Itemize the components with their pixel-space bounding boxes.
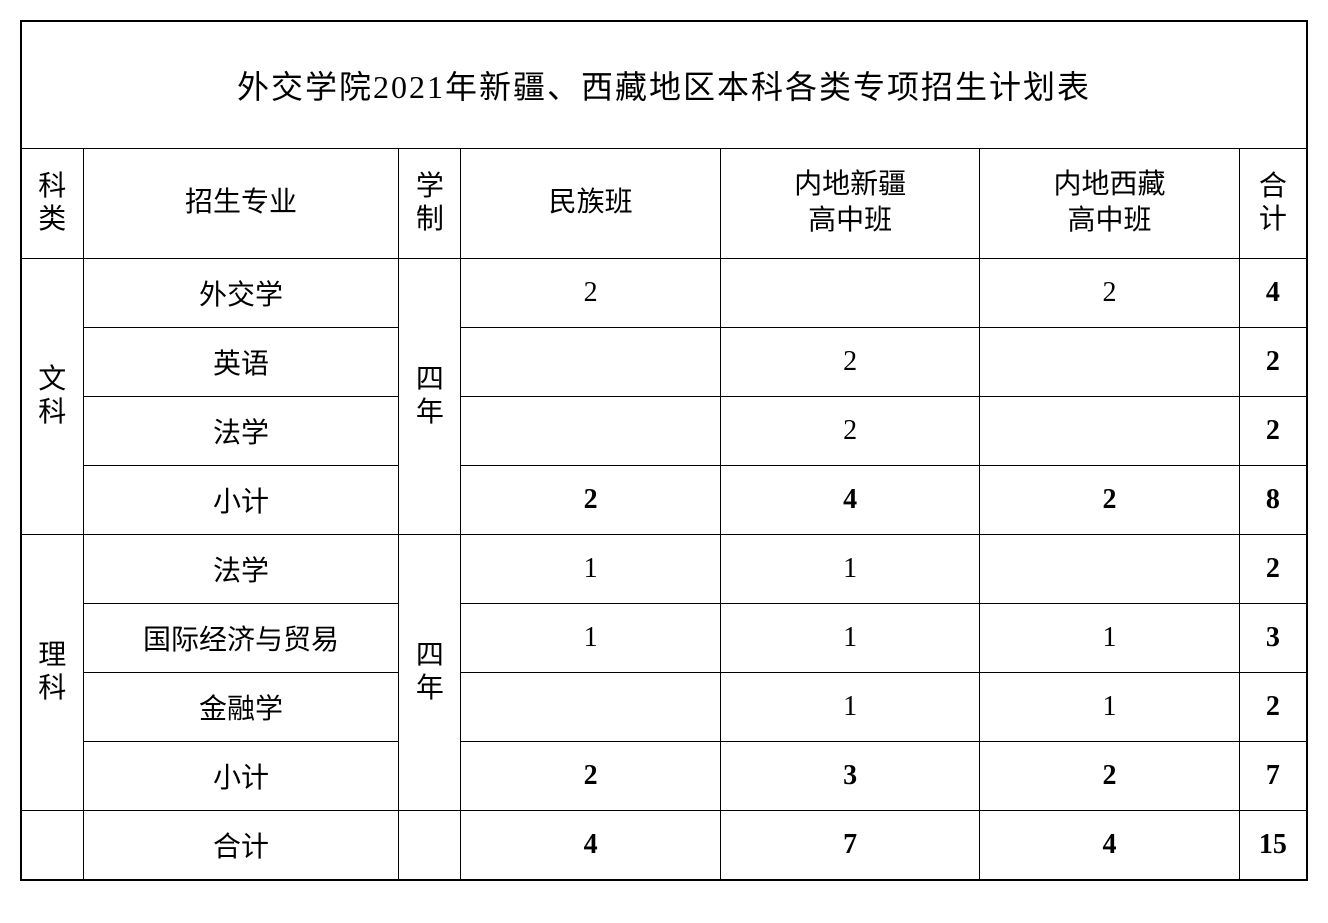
wenke-c2-3: 2 (720, 396, 979, 465)
grand-total-total: 15 (1239, 810, 1307, 880)
like-subtotal-label: 小计 (83, 741, 399, 810)
header-col3-line1: 内地西藏 (1054, 169, 1166, 200)
like-c1-2: 1 (461, 603, 720, 672)
like-major-2: 国际经济与贸易 (83, 603, 399, 672)
grand-total-c2: 7 (720, 810, 979, 880)
like-duration-2: 年 (416, 673, 444, 704)
header-col2: 内地新疆 高中班 (720, 149, 979, 259)
wenke-total-2: 2 (1239, 327, 1307, 396)
like-row-2: 国际经济与贸易 1 1 1 3 (21, 603, 1307, 672)
header-category: 科类 (21, 149, 83, 259)
like-category: 理 科 (21, 534, 83, 810)
wenke-subtotal-row: 小计 2 4 2 8 (21, 465, 1307, 534)
wenke-subtotal-label: 小计 (83, 465, 399, 534)
grand-total-empty2 (399, 810, 461, 880)
header-total: 合计 (1239, 149, 1307, 259)
grand-total-row: 合计 4 7 4 15 (21, 810, 1307, 880)
wenke-row-1: 文 科 外交学 四 年 2 2 4 (21, 258, 1307, 327)
like-subtotal-row: 小计 2 3 2 7 (21, 741, 1307, 810)
header-col2-line1: 内地新疆 (794, 169, 906, 200)
table-title: 外交学院2021年新疆、西藏地区本科各类专项招生计划表 (21, 21, 1307, 149)
wenke-row-3: 法学 2 2 (21, 396, 1307, 465)
like-label-2: 科 (38, 673, 66, 704)
wenke-c1-2 (461, 327, 720, 396)
like-duration: 四 年 (399, 534, 461, 810)
enrollment-table: 外交学院2021年新疆、西藏地区本科各类专项招生计划表 科类 招生专业 学制 民… (20, 20, 1308, 881)
wenke-category: 文 科 (21, 258, 83, 534)
wenke-major-3: 法学 (83, 396, 399, 465)
header-total-text: 合计 (1259, 171, 1287, 236)
grand-total-label: 合计 (83, 810, 399, 880)
grand-total-c3: 4 (980, 810, 1239, 880)
like-c2-3: 1 (720, 672, 979, 741)
wenke-major-1: 外交学 (83, 258, 399, 327)
wenke-c3-1: 2 (980, 258, 1239, 327)
header-col2-line2: 高中班 (808, 205, 892, 236)
wenke-duration: 四 年 (399, 258, 461, 534)
grand-total-empty1 (21, 810, 83, 880)
like-subtotal-c1: 2 (461, 741, 720, 810)
wenke-total-1: 4 (1239, 258, 1307, 327)
header-row: 科类 招生专业 学制 民族班 内地新疆 高中班 内地西藏 高中班 合计 (21, 149, 1307, 259)
wenke-duration-1: 四 (416, 364, 444, 395)
like-c3-3: 1 (980, 672, 1239, 741)
like-total-3: 2 (1239, 672, 1307, 741)
like-major-3: 金融学 (83, 672, 399, 741)
wenke-c3-2 (980, 327, 1239, 396)
header-col3: 内地西藏 高中班 (980, 149, 1239, 259)
wenke-row-2: 英语 2 2 (21, 327, 1307, 396)
like-c2-1: 1 (720, 534, 979, 603)
like-row-1: 理 科 法学 四 年 1 1 2 (21, 534, 1307, 603)
like-duration-1: 四 (416, 640, 444, 671)
wenke-subtotal-c2: 4 (720, 465, 979, 534)
enrollment-table-container: 外交学院2021年新疆、西藏地区本科各类专项招生计划表 科类 招生专业 学制 民… (20, 20, 1308, 881)
like-subtotal-total: 7 (1239, 741, 1307, 810)
header-col3-line2: 高中班 (1068, 205, 1152, 236)
wenke-c1-1: 2 (461, 258, 720, 327)
title-row: 外交学院2021年新疆、西藏地区本科各类专项招生计划表 (21, 21, 1307, 149)
wenke-subtotal-c3: 2 (980, 465, 1239, 534)
like-subtotal-c2: 3 (720, 741, 979, 810)
header-duration-text: 学制 (416, 171, 444, 236)
header-major: 招生专业 (83, 149, 399, 259)
wenke-c2-2: 2 (720, 327, 979, 396)
wenke-label-1: 文 (38, 364, 66, 395)
like-c3-2: 1 (980, 603, 1239, 672)
like-label-1: 理 (38, 640, 66, 671)
like-c1-1: 1 (461, 534, 720, 603)
like-c3-1 (980, 534, 1239, 603)
wenke-subtotal-total: 8 (1239, 465, 1307, 534)
header-col1: 民族班 (461, 149, 720, 259)
wenke-c2-1 (720, 258, 979, 327)
wenke-total-3: 2 (1239, 396, 1307, 465)
like-total-1: 2 (1239, 534, 1307, 603)
header-category-text: 科类 (38, 171, 66, 236)
like-row-3: 金融学 1 1 2 (21, 672, 1307, 741)
like-c1-3 (461, 672, 720, 741)
wenke-c1-3 (461, 396, 720, 465)
like-major-1: 法学 (83, 534, 399, 603)
header-duration: 学制 (399, 149, 461, 259)
wenke-duration-2: 年 (416, 397, 444, 428)
wenke-label-2: 科 (38, 397, 66, 428)
wenke-major-2: 英语 (83, 327, 399, 396)
grand-total-c1: 4 (461, 810, 720, 880)
like-subtotal-c3: 2 (980, 741, 1239, 810)
like-total-2: 3 (1239, 603, 1307, 672)
like-c2-2: 1 (720, 603, 979, 672)
wenke-subtotal-c1: 2 (461, 465, 720, 534)
wenke-c3-3 (980, 396, 1239, 465)
